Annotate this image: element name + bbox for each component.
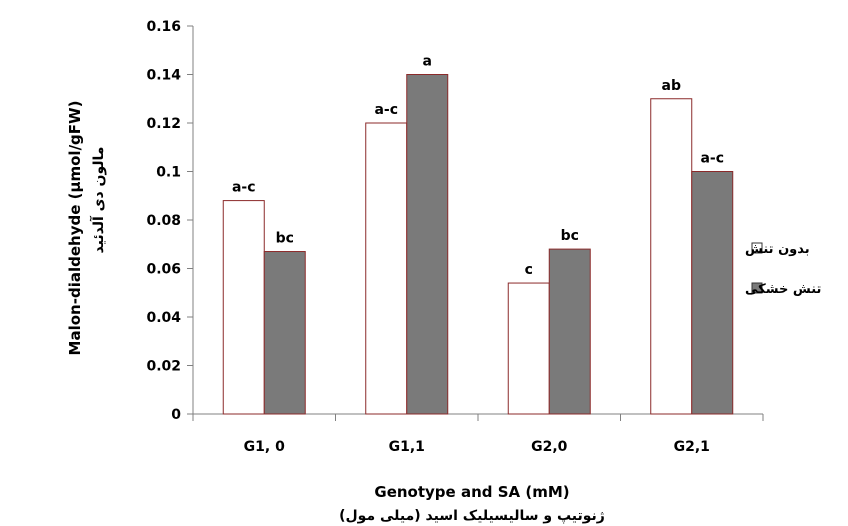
y-axis-title-fa: مالون دی آلدئید [89,147,107,254]
y-axis-title: Malon-dialdehyde (µmol/gFW) [66,101,84,356]
x-tick-label: G2,1 [674,439,710,455]
y-tick-label: 0.04 [146,310,181,326]
x-tick-label: G1, 0 [244,439,285,455]
y-tick-label: 0 [171,407,181,423]
legend: بدون تنش تنش خشکی [745,242,821,297]
x-axis-title-fa: ژنوتیپ و سالیسیلیک اسید (میلی مول) [339,508,605,524]
y-tick-label: 0.14 [146,68,181,84]
x-tick-label: G2,0 [531,439,568,455]
plot-area: 0 0.02 0.04 0.06 0.08 0.1 0.12 0.14 0.16 G1, 0 a-c… [146,19,764,455]
bar-control [365,122,408,415]
legend-swatch-control [751,242,763,254]
significance-label: c [525,262,533,278]
y-tick-label: 0.06 [146,262,181,278]
legend-swatch-drought [751,282,763,294]
x-axis-title: Genotype and SA (mM) [374,483,569,501]
bar-drought [548,248,591,415]
y-tick-label: 0.1 [156,165,181,181]
legend-label-control: بدون تنش [745,242,810,257]
legend-label-drought: تنش خشکی [745,282,821,297]
significance-label: bc [276,231,294,247]
bar-control [650,98,693,415]
significance-label: a-c [700,151,724,167]
y-tick-label: 0.12 [146,116,181,132]
y-tick-label: 0.16 [146,19,181,35]
bar-drought [691,171,734,415]
significance-label: a-c [374,102,398,118]
significance-label: bc [561,228,579,244]
bar-drought [263,251,306,415]
y-tick-label: 0.08 [146,213,181,229]
significance-label: a [423,54,432,70]
y-tick-label: 0.02 [146,359,181,375]
bar-drought [406,74,449,415]
significance-label: ab [662,78,681,94]
x-tick-label: G1,1 [389,439,425,455]
significance-label: a-c [232,180,256,196]
bar-control [507,282,550,415]
bar-control [222,200,265,415]
